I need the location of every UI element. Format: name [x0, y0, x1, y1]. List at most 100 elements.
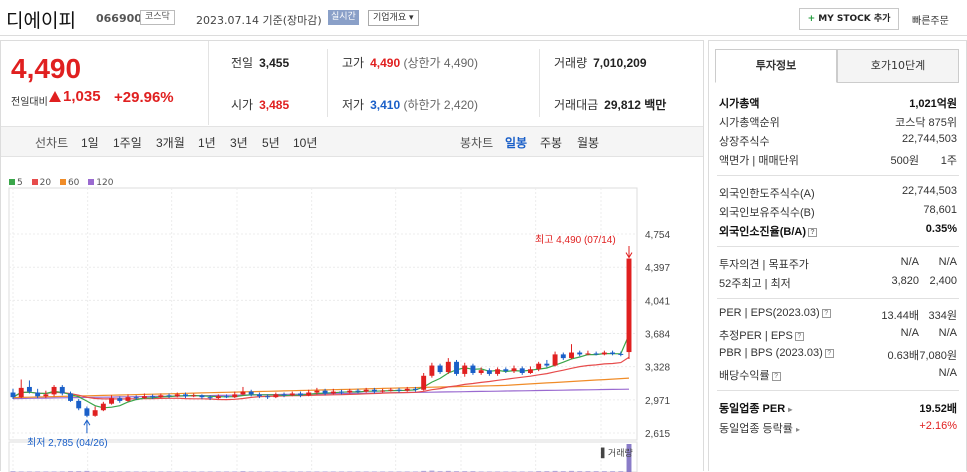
- candle-body: [437, 365, 443, 373]
- divider: [327, 49, 328, 117]
- candle-body: [298, 393, 303, 396]
- y-tick-label: 2,615: [645, 429, 670, 440]
- candle-body: [215, 396, 221, 399]
- chart-period-tabs: 선차트 1일 1주일 3개월 1년 3년 5년 10년 봉차트 일봉 주봉 월봉: [1, 126, 703, 157]
- candle-body: [18, 387, 24, 398]
- candle-body: [560, 354, 566, 359]
- candlestick-chart[interactable]: 4,7544,3974,0413,6843,3282,9712,61504/18…: [1, 186, 703, 472]
- candle-body: [371, 389, 377, 392]
- candle-body: [569, 352, 574, 359]
- tab-1y[interactable]: 1년: [198, 136, 216, 150]
- tab-monthly[interactable]: 월봉: [577, 136, 600, 150]
- y-tick-label: 4,754: [645, 230, 670, 241]
- legend-ma60: 60: [59, 178, 79, 188]
- high-arrow-head: [625, 252, 633, 259]
- tab-3m[interactable]: 3개월: [156, 136, 185, 150]
- help-icon[interactable]: ?: [821, 309, 831, 318]
- candle-body: [396, 389, 402, 391]
- candle-body: [109, 398, 115, 404]
- quick-order-button[interactable]: 빠른주문: [912, 16, 949, 27]
- candle-body: [191, 395, 197, 397]
- line-chart-label: 선차트: [35, 136, 69, 150]
- stat-low: 저가 3,410 (하한가 2,420): [342, 98, 478, 112]
- candle-body: [552, 354, 558, 366]
- tab-3y[interactable]: 3년: [230, 136, 248, 150]
- compare-label: 전일대비: [11, 97, 48, 108]
- candle-body: [618, 353, 624, 355]
- stat-high: 고가 4,490 (상한가 4,490): [342, 56, 478, 70]
- candle-chart-label: 봉차트: [460, 136, 494, 150]
- candle-body: [281, 394, 287, 396]
- tab-daily[interactable]: 일봉: [505, 136, 528, 150]
- candle-body: [59, 386, 65, 394]
- price-panel: 4,490 전일대비 1,035 +29.96% 전일 3,455 시가 3,485…: [0, 40, 704, 472]
- current-price-box: 4,490 전일대비 1,035 +29.96%: [1, 41, 209, 125]
- foreign-hold-row: 외국인보유주식수(B) 78,601: [719, 204, 957, 219]
- stock-header: 디에이피 066900 코스닥 2023.07.14 기준(장마감) 실시간 기…: [0, 0, 967, 36]
- candle-body: [593, 353, 599, 355]
- y-tick-label: 3,684: [645, 330, 670, 341]
- live-badge[interactable]: 실시간: [328, 10, 359, 25]
- candle-body: [141, 396, 147, 399]
- sector-per-row: 동일업종 PER ▸ 19.52배: [719, 403, 957, 415]
- par-unit-row: 액면가 | 매매단위 500원 1주: [719, 155, 957, 167]
- up-arrow-icon: [49, 91, 61, 102]
- candle-body: [125, 397, 131, 401]
- pbr-bps-row: PBR | BPS (2023.03)? 0.63배 7,080원: [719, 347, 957, 362]
- candle-body: [240, 391, 246, 395]
- market-badge: 코스닥: [140, 10, 175, 25]
- candle-body: [355, 390, 361, 392]
- candle-body: [610, 352, 616, 354]
- my-stock-label: MY STOCK 추가: [818, 14, 891, 24]
- help-icon[interactable]: ?: [794, 332, 804, 341]
- candle-body: [363, 389, 369, 392]
- candle-body: [117, 398, 123, 401]
- legend-swatch: [9, 179, 15, 185]
- candle-body: [486, 370, 492, 374]
- price-change: 1,035: [49, 88, 101, 105]
- ma-legend: 5 20 60 120: [9, 178, 119, 188]
- candle-body: [445, 361, 451, 373]
- foreign-limit-row: 외국인한도주식수(A) 22,744,503: [719, 185, 957, 200]
- candle-body: [232, 394, 238, 398]
- tab-1w[interactable]: 1주일: [113, 136, 142, 150]
- candle-body: [519, 368, 525, 373]
- divider: [717, 298, 959, 299]
- candle-body: [347, 390, 353, 393]
- candle-body: [503, 369, 509, 372]
- tab-5y[interactable]: 5년: [262, 136, 280, 150]
- candle-body: [388, 389, 394, 391]
- high-annotation: 최고 4,490 (07/14): [535, 234, 616, 246]
- candle-body: [454, 361, 459, 374]
- est-per-row: 추정PER | EPS? N/A N/A: [719, 327, 957, 342]
- candle-body: [68, 393, 73, 401]
- candle-body: [585, 353, 591, 355]
- my-stock-add-button[interactable]: + MY STOCK 추가: [799, 8, 899, 30]
- candle-body: [224, 396, 230, 398]
- stock-name: 디에이피: [6, 10, 76, 32]
- candle-body: [43, 394, 49, 397]
- tab-10y[interactable]: 10년: [293, 136, 318, 150]
- candle-body: [174, 394, 180, 397]
- info-tabs: 투자정보 호가10단계: [715, 49, 959, 83]
- candle-body: [412, 388, 418, 390]
- candle-body: [339, 391, 344, 393]
- company-info-dropdown[interactable]: 기업개요 ▾: [368, 10, 419, 26]
- help-icon[interactable]: ?: [824, 349, 834, 358]
- legend-swatch: [59, 179, 66, 185]
- y-tick-label: 4,041: [645, 296, 670, 307]
- tab-quote-10[interactable]: 호가10단계: [837, 49, 959, 83]
- candle-body: [380, 390, 386, 392]
- low-annotation: 최저 2,785 (04/26): [27, 437, 108, 449]
- tab-invest-info[interactable]: 투자정보: [715, 49, 837, 83]
- week52-row: 52주최고 | 최저 3,820 2,400: [719, 275, 957, 290]
- tab-weekly[interactable]: 주봉: [540, 136, 563, 150]
- ma5-line: [12, 334, 630, 409]
- tab-1d[interactable]: 1일: [81, 136, 99, 150]
- candle-body: [133, 397, 139, 399]
- ma60-line: [12, 377, 630, 399]
- candle-body: [256, 394, 262, 397]
- help-icon[interactable]: ?: [808, 228, 817, 237]
- help-icon[interactable]: ?: [771, 372, 781, 381]
- candle-body: [495, 369, 501, 374]
